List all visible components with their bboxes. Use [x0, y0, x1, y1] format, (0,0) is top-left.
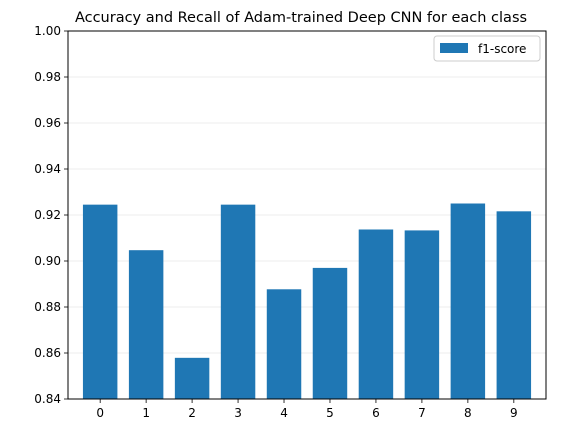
y-tick-label: 1.00 — [34, 24, 61, 38]
bar-class-0 — [82, 204, 118, 399]
legend: f1-score — [433, 35, 541, 62]
legend-swatch — [440, 43, 468, 53]
y-tick-label: 0.92 — [34, 208, 61, 222]
bar-class-7 — [404, 230, 440, 399]
y-tick-label: 0.88 — [34, 300, 61, 314]
x-tick-label: 1 — [142, 406, 150, 420]
bar-class-9 — [496, 211, 532, 399]
legend-box — [433, 35, 541, 62]
x-tick-label: 9 — [510, 406, 518, 420]
x-tick-label: 0 — [96, 406, 104, 420]
bar-class-8 — [450, 203, 486, 399]
legend-label: f1-score — [478, 42, 526, 56]
bar-class-4 — [266, 289, 302, 399]
x-tick-label: 2 — [188, 406, 196, 420]
y-tick-label: 0.96 — [34, 116, 61, 130]
y-tick-label: 0.94 — [34, 162, 61, 176]
y-tick-label: 0.86 — [34, 346, 61, 360]
y-tick-label: 0.98 — [34, 70, 61, 84]
bars — [82, 203, 532, 399]
x-tick-label: 3 — [234, 406, 242, 420]
bar-class-5 — [312, 267, 348, 399]
x-tick-label: 7 — [418, 406, 426, 420]
y-tick-label: 0.84 — [34, 392, 61, 406]
y-axis: 0.84 0.86 0.88 0.90 0.92 0.94 0.96 0.98 1.00 — [34, 24, 68, 406]
bar-class-2 — [174, 357, 210, 399]
x-tick-label: 5 — [326, 406, 334, 420]
x-axis: 0 1 2 3 4 5 6 7 8 9 — [96, 399, 518, 420]
x-tick-label: 6 — [372, 406, 380, 420]
chart-title: Accuracy and Recall of Adam-trained Deep… — [75, 10, 527, 26]
x-tick-label: 4 — [280, 406, 288, 420]
bar-class-3 — [220, 204, 256, 399]
bar-class-1 — [128, 250, 164, 399]
bar-class-6 — [358, 229, 394, 399]
x-tick-label: 8 — [464, 406, 472, 420]
y-tick-label: 0.90 — [34, 254, 61, 268]
